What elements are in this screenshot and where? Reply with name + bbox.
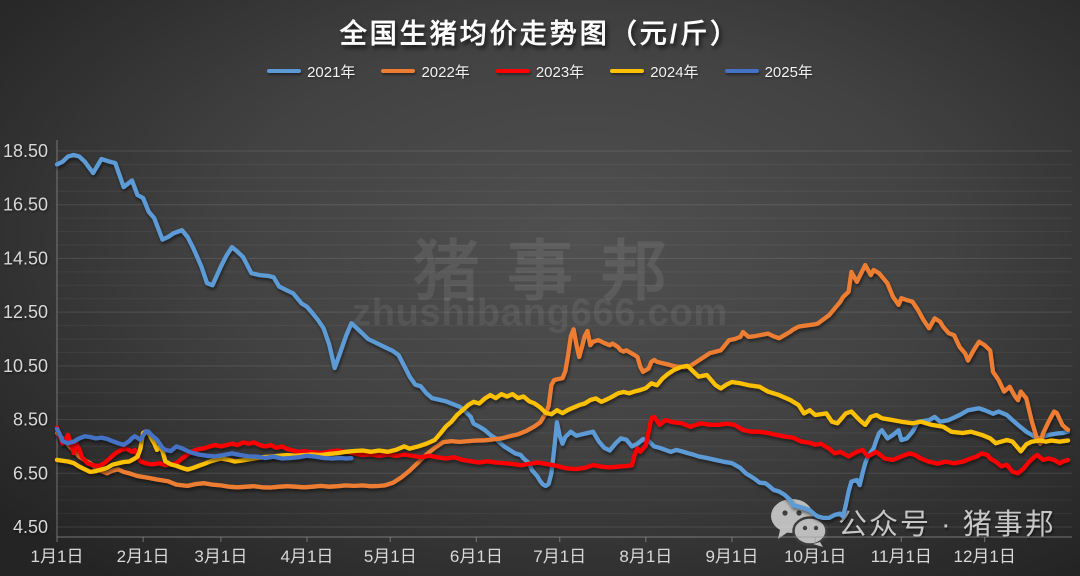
x-axis-tick-label: 4月1日 [281, 547, 334, 566]
x-axis-tick-label: 5月1日 [364, 547, 417, 566]
x-axis-tick-label: 10月1日 [784, 547, 846, 566]
y-axis-tick-label: 10.50 [3, 356, 48, 376]
wechat-icon [768, 497, 830, 547]
y-axis-tick-label: 16.50 [3, 195, 48, 215]
y-axis-tick-label: 4.50 [13, 517, 48, 537]
x-axis-tick-label: 12月1日 [953, 547, 1015, 566]
x-axis-tick-label: 7月1日 [533, 547, 586, 566]
series-line-2021年 [54, 152, 1071, 521]
y-axis-tick-label: 12.50 [3, 302, 48, 322]
legend-label: 2023年 [535, 63, 585, 81]
legend-swatch-icon [610, 68, 645, 74]
series-line-2023年 [54, 414, 1071, 476]
x-axis-tick-label: 3月1日 [194, 547, 247, 566]
x-axis-tick-label: 1月1日 [31, 547, 84, 566]
legend-label: 2022年 [421, 63, 470, 81]
legend-swatch-icon [267, 68, 302, 74]
legend-item-2022年: 2022年 [381, 61, 470, 82]
legend: 2021年 2022年 2023年 2024年 2025年 [0, 60, 1080, 82]
series-line-2022年 [54, 262, 1071, 490]
wechat-account-label: 公众号 · 猪事邦 [838, 509, 1056, 541]
x-axis-tick-label: 2月1日 [117, 547, 170, 566]
gridlines [57, 150, 1072, 528]
legend-label: 2024年 [650, 63, 699, 81]
x-axis-tick-label: 6月1日 [450, 547, 503, 566]
legend-label: 2025年 [764, 63, 813, 81]
chart-title: 全国生猪均价走势图（元/斤） [339, 19, 741, 49]
watermark-url: zhushibang666.com [351, 292, 729, 334]
legend-item-2023年: 2023年 [495, 61, 585, 82]
x-axis-tick-label: 9月1日 [705, 547, 758, 566]
legend-item-2025年: 2025年 [724, 61, 813, 82]
series-line-2024年 [54, 363, 1071, 475]
legend-label: 2021年 [307, 63, 356, 81]
legend-swatch-icon [724, 68, 759, 74]
y-axis-tick-label: 14.50 [3, 248, 48, 268]
watermark-brand: 猪事邦 [413, 234, 695, 308]
legend-swatch-icon [495, 68, 530, 74]
y-axis-tick-label: 18.50 [3, 141, 48, 161]
wechat-footer: 公众号 · 猪事邦 [768, 496, 1056, 548]
legend-item-2021年: 2021年 [267, 61, 355, 82]
y-axis-tick-label: 8.50 [13, 410, 48, 430]
y-axis-tick-label: 6.50 [13, 463, 48, 483]
legend-swatch-icon [381, 68, 416, 74]
series-line-2025年 [54, 426, 354, 461]
x-axis-tick-label: 11月1日 [871, 547, 932, 566]
legend-item-2024年: 2024年 [610, 61, 699, 82]
x-axis-tick-label: 8月1日 [619, 547, 672, 566]
series-lines [54, 152, 1071, 521]
